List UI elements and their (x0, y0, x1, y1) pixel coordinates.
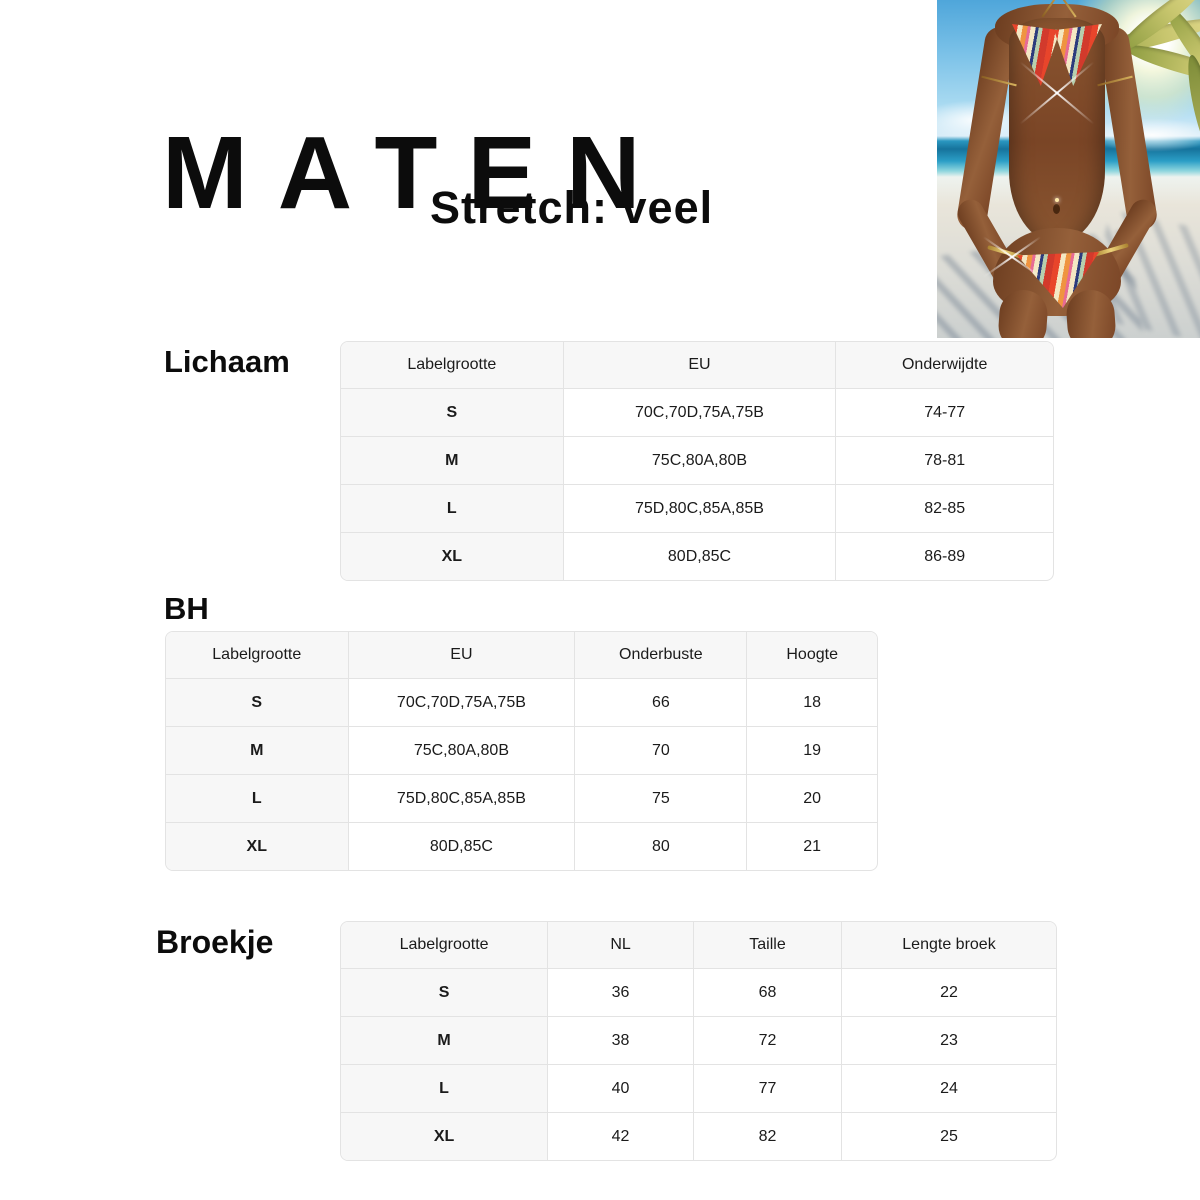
size-label-cell: L (341, 1064, 549, 1113)
size-label-cell: XL (166, 822, 349, 870)
size-value-cell: 40 (547, 1064, 694, 1113)
size-value-cell: 70 (574, 726, 748, 775)
size-label-cell: L (341, 484, 564, 533)
column-header: Labelgrootte (341, 342, 564, 389)
size-table-bh: Labelgrootte EU Onderbuste Hoogte S 70C,70D,7… (165, 631, 878, 871)
size-value-cell: 70C,70D,75A,75B (563, 388, 837, 437)
size-value-cell: 72 (693, 1016, 842, 1065)
size-value-cell: 42 (547, 1112, 694, 1160)
table-row: M 75C,80A,80B 70 19 (166, 726, 877, 775)
table-row: XL 42 82 25 (341, 1112, 1056, 1160)
size-value-cell: 74-77 (835, 388, 1053, 437)
size-label-cell: S (166, 678, 349, 727)
table-row: S 70C,70D,75A,75B 66 18 (166, 678, 877, 727)
size-value-cell: 75D,80C,85A,85B (563, 484, 837, 533)
table-row: XL 80D,85C 80 21 (166, 822, 877, 870)
page-title: MATEN (162, 115, 671, 230)
size-label-cell: M (166, 726, 349, 775)
size-value-cell: 82 (693, 1112, 842, 1160)
navel (1053, 204, 1060, 214)
size-value-cell: 80D,85C (348, 822, 576, 870)
size-value-cell: 82-85 (835, 484, 1053, 533)
column-header: Lengte broek (841, 922, 1056, 969)
column-header: NL (547, 922, 694, 969)
size-value-cell: 75C,80A,80B (348, 726, 576, 775)
size-value-cell: 68 (693, 968, 842, 1017)
column-header: EU (563, 342, 837, 389)
table-row: S 36 68 22 (341, 968, 1056, 1017)
size-value-cell: 22 (841, 968, 1056, 1017)
column-header: Labelgrootte (166, 632, 349, 679)
table-row: S 70C,70D,75A,75B 74-77 (341, 388, 1053, 437)
table-row: XL 80D,85C 86-89 (341, 532, 1053, 580)
column-header: Hoogte (746, 632, 877, 679)
size-value-cell: 21 (803, 837, 822, 855)
navel-piercing (1055, 198, 1059, 202)
section-label-bh: BH (164, 591, 209, 626)
size-value-cell: 78-81 (835, 436, 1053, 485)
size-value-cell: 18 (746, 678, 877, 727)
size-value-cell: 36 (547, 968, 694, 1017)
size-value-cell: 77 (693, 1064, 842, 1113)
size-value-cell: 75D,80C,85A,85B (348, 774, 576, 823)
size-label-cell: S (341, 968, 549, 1017)
size-value-cell: 75C,80A,80B (563, 436, 837, 485)
size-value-cell: 86-89 (924, 547, 966, 565)
size-value-cell: 80 (574, 822, 748, 870)
size-value-cell: 75 (574, 774, 748, 823)
column-header: Labelgrootte (341, 922, 549, 969)
size-value-cell: 23 (841, 1016, 1056, 1065)
size-value-cell: 24 (841, 1064, 1056, 1113)
size-label-cell: M (341, 436, 564, 485)
table-row: M 38 72 23 (341, 1016, 1056, 1065)
table-row: L 75D,80C,85A,85B 82-85 (341, 484, 1053, 533)
table-row: M 75C,80A,80B 78-81 (341, 436, 1053, 485)
size-label-cell: L (166, 774, 349, 823)
section-label-lichaam: Lichaam (164, 344, 290, 379)
size-label-cell: M (341, 1016, 549, 1065)
column-header: Onderwijdte (835, 342, 1053, 389)
column-header: Onderbuste (574, 632, 748, 679)
size-table-lichaam: Labelgrootte EU Onderwijdte S 70C,70D,75A,75… (340, 341, 1054, 581)
size-value-cell: 38 (547, 1016, 694, 1065)
size-label-cell: XL (341, 532, 564, 580)
table-row: L 75D,80C,85A,85B 75 20 (166, 774, 877, 823)
product-photo (937, 0, 1200, 338)
column-header: Taille (693, 922, 842, 969)
size-value-cell: 20 (746, 774, 877, 823)
size-value-cell: 25 (940, 1127, 958, 1145)
size-label-cell: S (341, 388, 564, 437)
size-table-broekje: Labelgrootte NL Taille Lengte broek S 36 68 22 M… (340, 921, 1057, 1161)
size-value-cell: 70C,70D,75A,75B (348, 678, 576, 727)
stretch-note: Stretch: veel (430, 182, 714, 233)
size-value-cell: 80D,85C (563, 532, 837, 580)
size-label-cell: XL (341, 1112, 549, 1160)
section-label-broekje: Broekje (156, 924, 274, 960)
column-header: EU (348, 632, 576, 679)
size-value-cell: 19 (746, 726, 877, 775)
table-row: L 40 77 24 (341, 1064, 1056, 1113)
size-value-cell: 66 (574, 678, 748, 727)
